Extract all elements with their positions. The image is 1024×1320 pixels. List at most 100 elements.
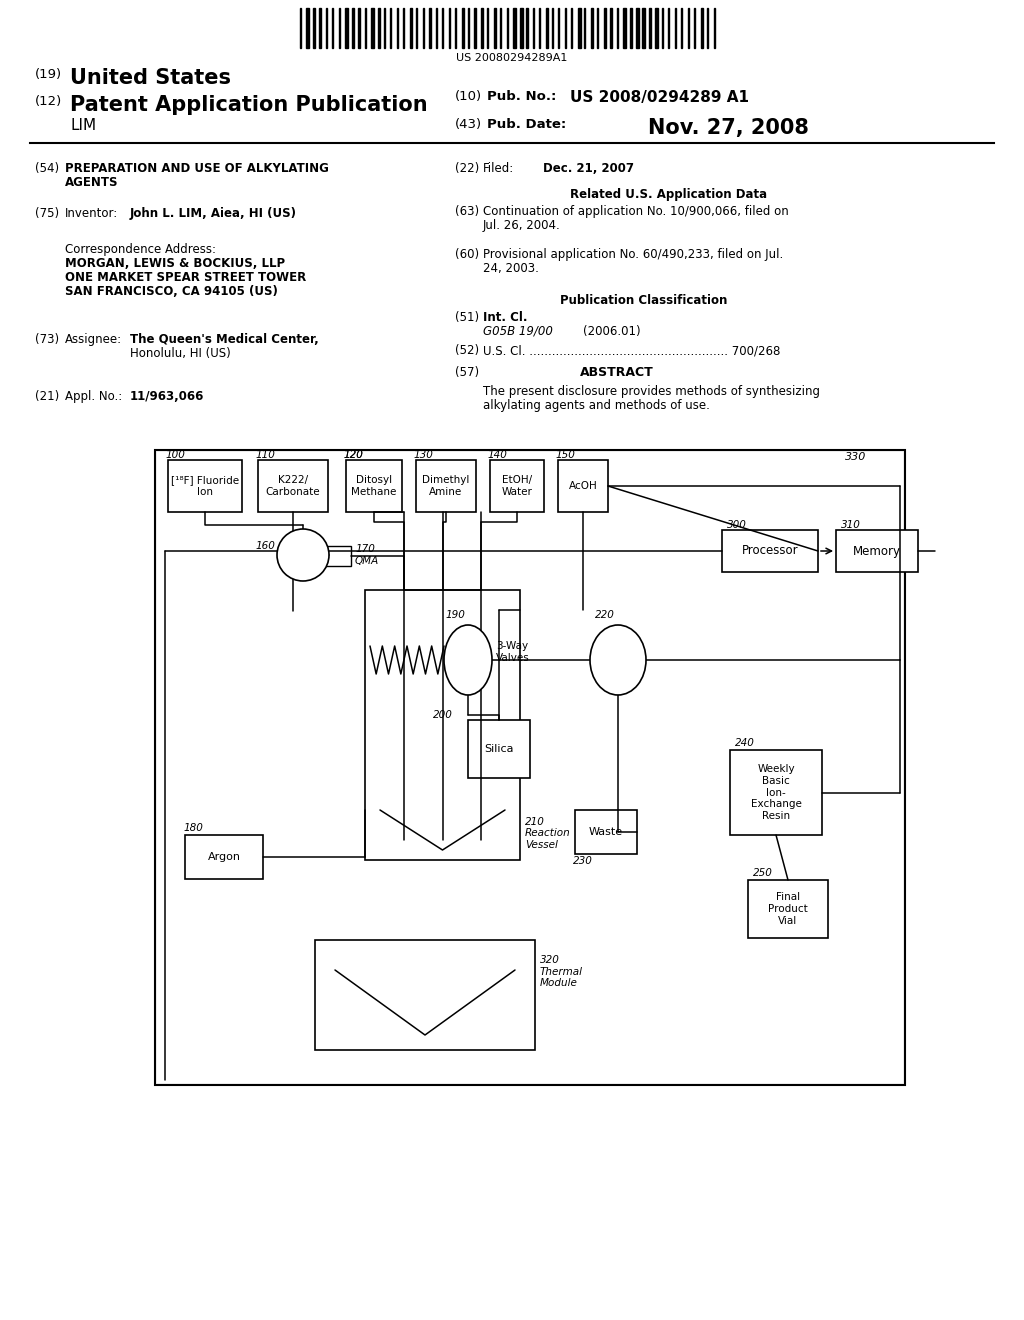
Text: K222/
Carbonate: K222/ Carbonate [265,475,321,496]
Bar [410,8,412,48]
Text: (57): (57) [455,366,479,379]
Text: (54): (54) [35,162,59,176]
Bar [416,459,476,512]
Text: 180: 180 [183,822,203,833]
Bar [578,8,581,48]
Text: [¹⁸F] Fluoride
Ion: [¹⁸F] Fluoride Ion [171,475,239,496]
Bar [345,8,348,48]
Bar [155,450,905,1085]
Text: Continuation of application No. 10/900,066, filed on: Continuation of application No. 10/900,0… [483,205,788,218]
Bar [636,8,639,48]
Text: US 20080294289A1: US 20080294289A1 [457,53,567,63]
Text: 100: 100 [166,450,186,459]
Text: 150: 150 [556,450,575,459]
Text: Patent Application Publication: Patent Application Publication [70,95,428,115]
Text: Correspondence Address:: Correspondence Address: [65,243,216,256]
Bar [748,880,828,939]
Bar [490,459,544,512]
Text: United States: United States [70,69,231,88]
Bar [351,8,353,48]
Text: (51): (51) [455,312,479,323]
Text: Publication Classification: Publication Classification [560,294,727,308]
Bar [468,719,530,777]
Circle shape [278,529,329,581]
Text: Assignee:: Assignee: [65,333,122,346]
Text: Memory: Memory [853,544,901,557]
Text: Pub. Date:: Pub. Date: [487,117,566,131]
Text: Pub. No.:: Pub. No.: [487,90,556,103]
Text: 140: 140 [488,450,508,459]
Text: (19): (19) [35,69,62,81]
Bar [623,8,626,48]
Text: John L. LIM, Aiea, HI (US): John L. LIM, Aiea, HI (US) [130,207,297,220]
Text: Argon: Argon [208,851,241,862]
Text: PREPARATION AND USE OF ALKYLATING: PREPARATION AND USE OF ALKYLATING [65,162,329,176]
Text: Waste: Waste [589,828,623,837]
Text: G05B 19/00: G05B 19/00 [483,325,553,338]
Text: Weekly
Basic
Ion-
Exchange
Resin: Weekly Basic Ion- Exchange Resin [751,764,802,821]
Text: 320
Thermal
Module: 320 Thermal Module [540,954,583,989]
Text: Related U.S. Application Data: Related U.S. Application Data [570,187,767,201]
Text: (52): (52) [455,345,479,356]
Text: (75): (75) [35,207,59,220]
Bar [591,8,593,48]
Bar [642,8,645,48]
Text: LIM: LIM [70,117,96,133]
Bar [306,8,309,48]
Bar [258,459,328,512]
Text: Final
Product
Vial: Final Product Vial [768,892,808,925]
Bar [700,8,702,48]
Text: Nov. 27, 2008: Nov. 27, 2008 [648,117,809,139]
Bar [513,8,516,48]
Text: ABSTRACT: ABSTRACT [580,366,653,379]
Text: Jul. 26, 2004.: Jul. 26, 2004. [483,219,561,232]
Text: Filed:: Filed: [483,162,514,176]
Bar [371,8,374,48]
Text: 300: 300 [727,520,746,531]
Bar [730,750,822,836]
Text: (10): (10) [455,90,482,103]
Text: 250: 250 [753,869,773,878]
Bar [481,8,483,48]
Bar [520,8,522,48]
Bar [494,8,496,48]
Text: 310: 310 [841,520,861,531]
Text: Int. Cl.: Int. Cl. [483,312,527,323]
Text: (43): (43) [455,117,482,131]
Text: Processor: Processor [741,544,799,557]
Text: The Queen's Medical Center,: The Queen's Medical Center, [130,333,318,346]
Bar [655,8,658,48]
Bar [185,836,263,879]
Bar [429,8,431,48]
Bar [157,451,903,1082]
Bar [575,810,637,854]
Text: ONE MARKET SPEAR STREET TOWER: ONE MARKET SPEAR STREET TOWER [65,271,306,284]
Bar [365,590,520,861]
Text: Dimethyl
Amine: Dimethyl Amine [422,475,470,496]
Bar [315,940,535,1049]
Text: 170
QMA: 170 QMA [355,544,379,565]
Text: (73): (73) [35,333,59,346]
Bar [325,546,351,566]
Text: (63): (63) [455,205,479,218]
Text: 240: 240 [735,738,755,748]
Text: (2006.01): (2006.01) [583,325,641,338]
Text: 3-Way
Valves: 3-Way Valves [496,642,529,663]
Text: alkylating agents and methods of use.: alkylating agents and methods of use. [483,399,710,412]
Bar [604,8,605,48]
Bar [313,8,315,48]
Text: The present disclosure provides methods of synthesizing: The present disclosure provides methods … [483,385,820,399]
Ellipse shape [590,624,646,696]
Text: Dec. 21, 2007: Dec. 21, 2007 [543,162,634,176]
Text: 190: 190 [446,610,466,620]
Text: EtOH/
Water: EtOH/ Water [502,475,532,496]
Text: 210
Reaction
Vessel: 210 Reaction Vessel [525,817,570,850]
Bar [462,8,464,48]
Bar [168,459,242,512]
Bar [546,8,548,48]
Text: 120: 120 [344,450,364,459]
Text: Ditosyl
Methane: Ditosyl Methane [351,475,396,496]
Text: 230: 230 [573,855,593,866]
Bar [474,8,476,48]
Bar [610,8,612,48]
